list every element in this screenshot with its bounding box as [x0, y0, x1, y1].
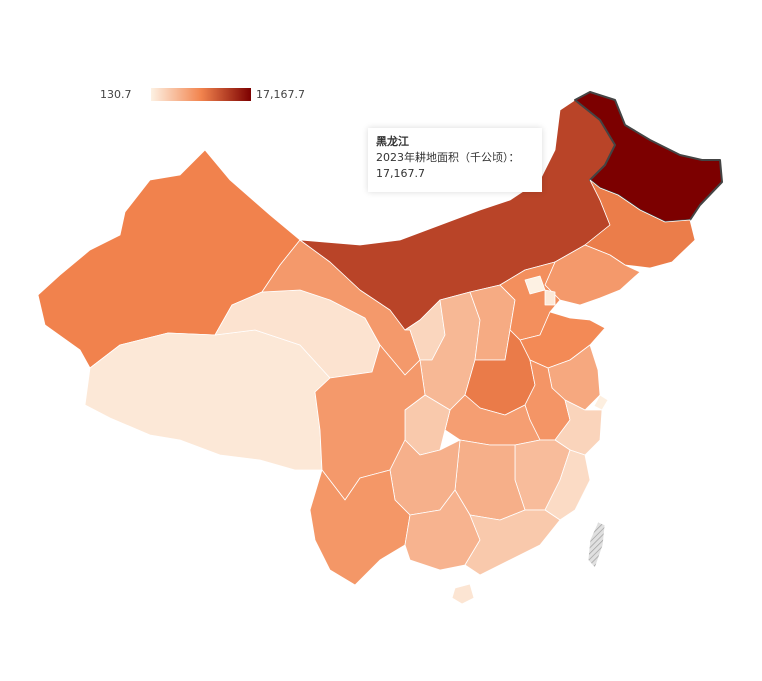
region-heilongjiang[interactable] — [574, 91, 723, 223]
legend-max-label: 17,167.7 — [256, 88, 305, 101]
region-guangdong[interactable] — [464, 509, 561, 576]
map-tooltip: 黑龙江 2023年耕地面积（千公顷）： 17,167.7 — [368, 128, 542, 192]
region-hubei[interactable] — [444, 394, 541, 446]
tooltip-region-name: 黑龙江 — [376, 135, 409, 148]
region-tianjin[interactable] — [544, 289, 556, 306]
region-hainan[interactable] — [451, 583, 475, 605]
legend-gradient-bar — [151, 88, 251, 101]
region-fujian[interactable] — [544, 449, 591, 521]
region-jilin[interactable] — [584, 179, 696, 269]
tooltip-metric-label: 2023年耕地面积（千公顷）： — [376, 151, 520, 164]
tooltip-value: 17,167.7 — [376, 167, 425, 180]
region-tibet[interactable] — [84, 329, 331, 471]
legend-min-label: 130.7 — [100, 88, 132, 101]
region-taiwan — [587, 521, 606, 569]
